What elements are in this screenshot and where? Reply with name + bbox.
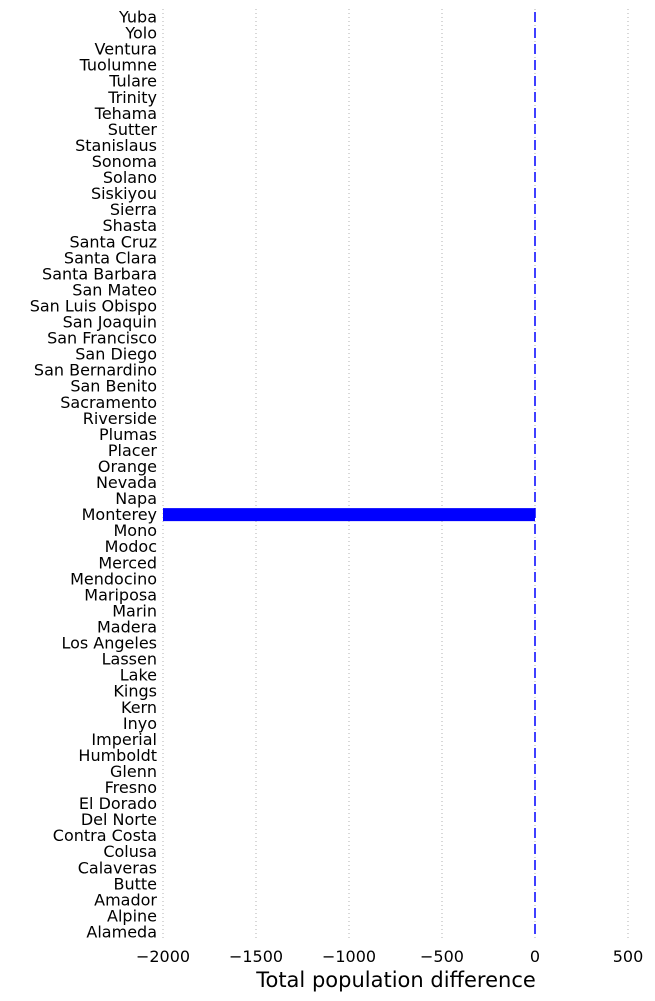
y-tick-label-stanislaus: Stanislaus [75,136,157,155]
y-tick-label-san-bernardino: San Bernardino [34,361,157,380]
y-tick-label-contra-costa: Contra Costa [53,826,157,845]
y-tick-label-madera: Madera [97,617,157,636]
x-tick-label-5: 500 [613,947,644,966]
y-tick-label-santa-cruz: Santa Cruz [69,232,157,251]
y-tick-label-humboldt: Humboldt [78,746,157,765]
y-tick-label-kings: Kings [113,682,157,701]
y-tick-label-sacramento: Sacramento [60,393,157,412]
y-tick-label-tulare: Tulare [108,72,157,91]
y-tick-label-del-norte: Del Norte [81,810,157,829]
y-tick-label-sierra: Sierra [110,200,157,219]
y-tick-label-los-angeles: Los Angeles [61,634,157,653]
y-tick-label-fresno: Fresno [105,778,157,797]
y-tick-label-solano: Solano [103,168,157,187]
y-tick-label-tuolumne: Tuolumne [79,56,157,75]
y-tick-label-butte: Butte [113,874,157,893]
bar-monterey [163,508,535,522]
x-tick-label-1: −1500 [229,947,283,966]
y-tick-label-calaveras: Calaveras [78,858,157,877]
y-tick-label-yuba: Yuba [118,8,157,27]
y-tick-label-ventura: Ventura [95,40,157,59]
y-tick-label-plumas: Plumas [99,425,157,444]
y-tick-label-lassen: Lassen [102,650,157,669]
y-tick-label-glenn: Glenn [110,762,157,781]
y-tick-label-alameda: Alameda [86,922,157,941]
y-tick-label-sutter: Sutter [108,120,158,139]
y-tick-label-san-diego: San Diego [75,345,157,364]
y-tick-label-el-dorado: El Dorado [79,794,157,813]
y-tick-label-mariposa: Mariposa [84,585,157,604]
y-tick-label-san-francisco: San Francisco [47,329,157,348]
y-tick-label-san-joaquin: San Joaquin [63,313,157,332]
x-tick-label-4: 0 [530,947,540,966]
y-tick-label-orange: Orange [98,457,157,476]
y-tick-label-santa-clara: Santa Clara [64,248,157,267]
y-tick-labels: AlamedaAlpineAmadorButteCalaverasColusaC… [30,8,158,942]
y-tick-label-marin: Marin [112,601,157,620]
y-tick-label-nevada: Nevada [96,473,157,492]
y-tick-label-alpine: Alpine [107,906,157,925]
y-tick-label-napa: Napa [115,489,157,508]
y-tick-label-sonoma: Sonoma [92,152,157,171]
x-tick-labels: −2000 −1500 −1000 −500 0 500 [136,947,643,966]
bars [163,508,535,522]
y-tick-label-inyo: Inyo [123,714,157,733]
x-tick-label-3: −500 [420,947,464,966]
y-tick-label-san-luis-obispo: San Luis Obispo [30,296,157,315]
y-tick-label-amador: Amador [94,890,157,909]
y-tick-label-placer: Placer [108,441,158,460]
y-tick-label-merced: Merced [98,553,157,572]
x-tick-label-0: −2000 [136,947,190,966]
y-tick-label-lake: Lake [120,666,157,685]
y-tick-label-modoc: Modoc [105,537,157,556]
y-tick-label-monterey: Monterey [82,505,157,524]
y-tick-label-santa-barbara: Santa Barbara [42,264,157,283]
y-tick-label-riverside: Riverside [83,409,157,428]
y-tick-label-mendocino: Mendocino [70,569,157,588]
y-tick-label-mono: Mono [113,521,157,540]
x-tick-label-2: −1000 [322,947,376,966]
gridlines [162,9,629,940]
y-tick-label-siskiyou: Siskiyou [91,184,157,203]
y-tick-label-san-mateo: San Mateo [72,280,157,299]
y-tick-label-san-benito: San Benito [70,377,157,396]
y-tick-label-colusa: Colusa [103,842,157,861]
y-tick-label-shasta: Shasta [102,216,157,235]
y-tick-label-kern: Kern [121,698,157,717]
y-tick-label-trinity: Trinity [107,88,157,107]
y-tick-label-tehama: Tehama [94,104,157,123]
y-tick-label-yolo: Yolo [124,24,157,43]
x-axis-title: Total population difference [255,968,536,992]
y-tick-label-imperial: Imperial [91,730,157,749]
